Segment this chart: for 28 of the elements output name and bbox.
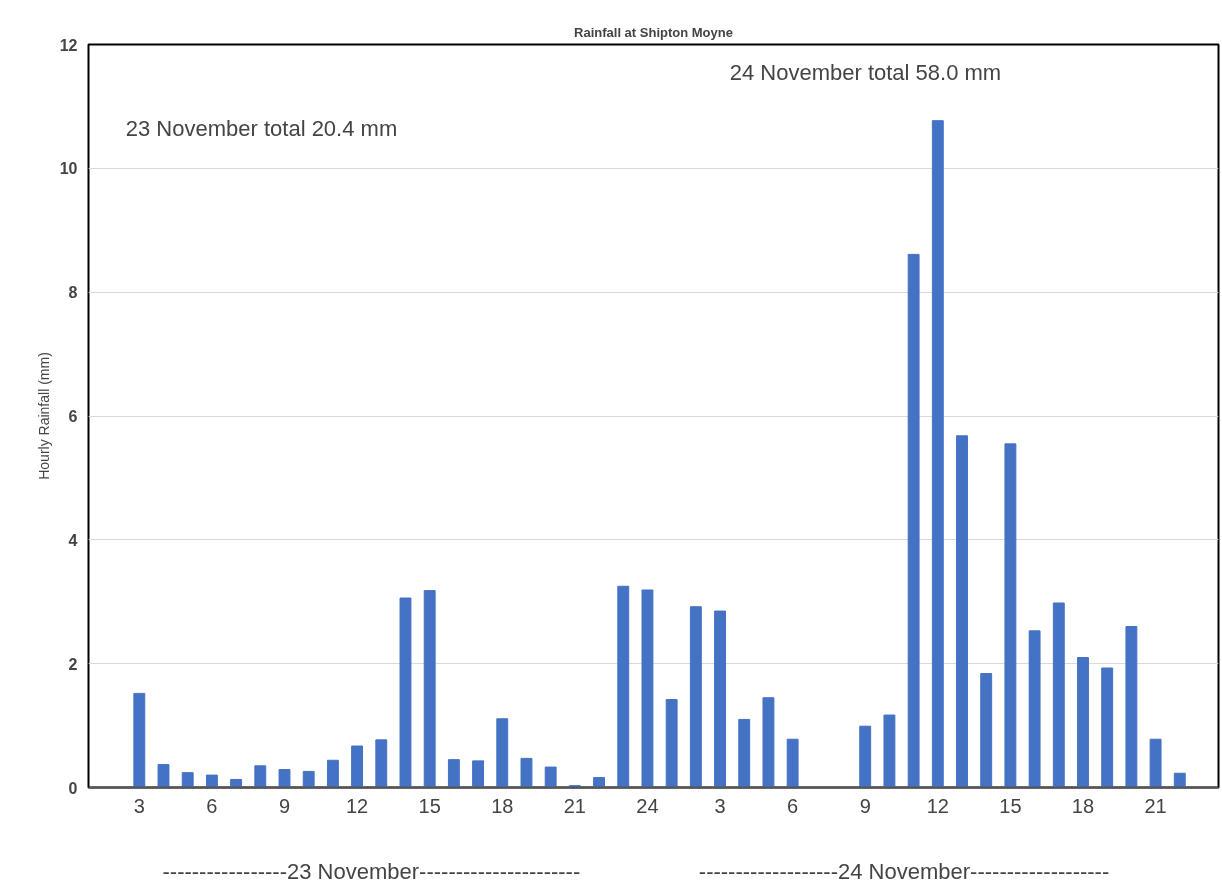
x-tick-label: 12 — [926, 794, 949, 817]
y-tick-label: 12 — [59, 36, 78, 54]
x-tick-label: 12 — [345, 794, 369, 817]
y-tick-label: 4 — [68, 531, 78, 549]
x-tick-label: 15 — [418, 794, 441, 817]
x-tick-label: 9 — [859, 794, 871, 817]
x-tick-label: 18 — [491, 794, 514, 817]
x-tick-label: 21 — [563, 794, 586, 817]
text: -------------------24 November------------------- — [698, 858, 1110, 884]
x-tick-label: 6 — [206, 794, 218, 817]
x-tick-label: 3 — [133, 794, 145, 817]
x-tick-label: 24 — [636, 794, 659, 817]
x-tick-label: 21 — [1144, 794, 1167, 817]
y-axis-title: Hourly Rainfall (mm) — [35, 352, 52, 480]
annotation: 23 November total 20.4 mm — [125, 115, 398, 141]
y-tick-label: 10 — [59, 160, 78, 178]
y-tick-label: 0 — [68, 779, 78, 797]
x-tick-label: 18 — [1071, 794, 1095, 817]
annotation: 24 November total 58.0 mm — [729, 59, 1002, 85]
chart-title: Rainfall at Shipton Moyne — [574, 24, 733, 40]
x-tick-label: 6 — [787, 794, 799, 817]
x-tick-label: 15 — [999, 794, 1022, 817]
x-tick-label: 3 — [714, 794, 726, 817]
y-tick-label: 8 — [68, 284, 78, 302]
y-tick-label: 6 — [68, 408, 78, 425]
text: -----------------23 November---------------------- — [162, 858, 581, 884]
x-tick-label: 9 — [278, 794, 291, 817]
y-tick-label: 2 — [68, 655, 78, 673]
